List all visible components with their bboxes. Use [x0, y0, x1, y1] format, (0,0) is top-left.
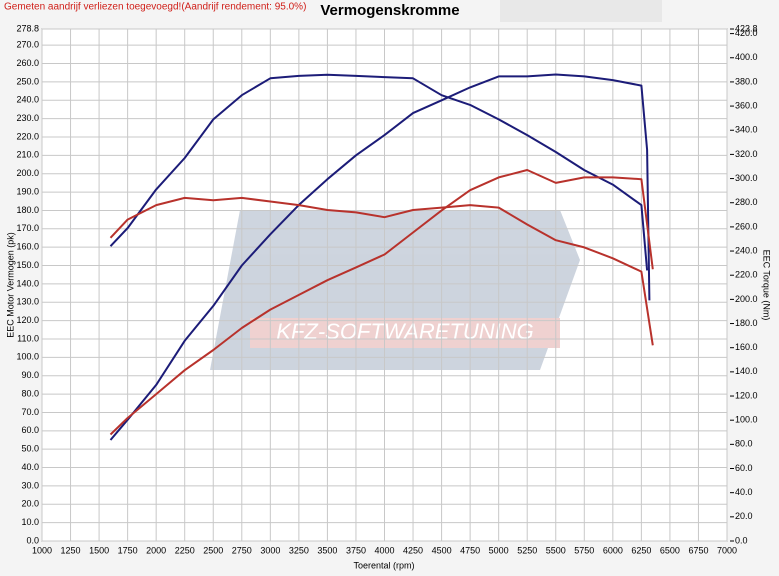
- y2-tick-label: 420.0: [735, 28, 758, 38]
- x-tick-label: 2750: [232, 545, 252, 555]
- y-tick-label: 140.0: [16, 278, 39, 288]
- x-tick-label: 5250: [517, 545, 537, 555]
- y-tick-label: 200.0: [16, 168, 39, 178]
- y-tick-label: 10.0: [21, 517, 39, 527]
- x-tick-label: 7000: [717, 545, 737, 555]
- x-tick-label: 1000: [32, 545, 52, 555]
- y2-tick-label: 260.0: [735, 221, 758, 231]
- y2-tick-label: 40.0: [735, 487, 753, 497]
- y2-tick-label: 423.8: [735, 23, 758, 33]
- x-tick-label: 2250: [175, 545, 195, 555]
- x-tick-label: 6000: [603, 545, 623, 555]
- y2-tick-label: 340.0: [735, 125, 758, 135]
- y2-tick-label: 100.0: [735, 415, 758, 425]
- y2-tick-label: 240.0: [735, 245, 758, 255]
- series-line: [109, 196, 654, 346]
- y2-tick-label: 320.0: [735, 149, 758, 159]
- note: Gemeten aandrijf verliezen toegevoegd!(A…: [4, 2, 306, 13]
- y2-tick-label: 120.0: [735, 390, 758, 400]
- y-tick-label: 210.0: [16, 150, 39, 160]
- y-tick-label: 270.0: [16, 40, 39, 50]
- x-tick-label: 4250: [403, 545, 423, 555]
- y2-tick-label: 160.0: [735, 342, 758, 352]
- y-tick-label: 0.0: [26, 535, 39, 545]
- y-tick-label: 30.0: [21, 480, 39, 490]
- y-tick-label: 170.0: [16, 223, 39, 233]
- y-tick-label: 110.0: [17, 333, 39, 343]
- y-tick-label: 60.0: [21, 425, 39, 435]
- y-axis-label: EEC Motor Vermogen (pk): [5, 232, 15, 338]
- y-tick-label: 230.0: [16, 113, 39, 123]
- x-tick-label: 5750: [574, 545, 594, 555]
- y-tick-label: 90.0: [21, 370, 39, 380]
- y-tick-label: 130.0: [16, 297, 39, 307]
- x-tick-label: 5000: [489, 545, 509, 555]
- series-line: [109, 73, 649, 271]
- y-tick-label: 40.0: [21, 462, 39, 472]
- y2-tick-label: 0.0: [735, 535, 748, 545]
- y2-tick-label: 380.0: [735, 76, 758, 86]
- y2-tick-label: 220.0: [735, 270, 758, 280]
- y2-tick-label: 360.0: [735, 100, 758, 110]
- y-tick-label: 70.0: [21, 407, 39, 417]
- x-tick-label: 3500: [317, 545, 337, 555]
- x-tick-label: 2500: [203, 545, 223, 555]
- y2-tick-label: 280.0: [735, 197, 758, 207]
- x-axis-label: Toerental (rpm): [353, 560, 414, 570]
- y2-tick-label: 60.0: [735, 463, 753, 473]
- y-tick-label: 160.0: [16, 242, 39, 252]
- x-tick-label: 1500: [89, 545, 109, 555]
- y2-tick-label: 20.0: [735, 511, 753, 521]
- y2-tick-label: 180.0: [735, 318, 758, 328]
- x-tick-label: 3000: [260, 545, 280, 555]
- x-tick-label: 1750: [118, 545, 138, 555]
- y2-tick-label: 80.0: [735, 439, 753, 449]
- x-tick-label: 6250: [631, 545, 651, 555]
- y-tick-label: 220.0: [16, 131, 39, 141]
- watermark: KFZ-SOFTWARETUNING: [210, 210, 580, 370]
- header-box: [500, 0, 662, 22]
- y-tick-label: 100.0: [16, 352, 39, 362]
- watermark-text: KFZ-SOFTWARETUNING: [276, 319, 533, 344]
- y2-tick-label: 200.0: [735, 294, 758, 304]
- y2-tick-label: 400.0: [735, 52, 758, 62]
- x-tick-label: 2000: [146, 545, 166, 555]
- y-tick-label: 80.0: [21, 388, 39, 398]
- y2-axis-label: EEC Torque (Nm): [762, 250, 772, 321]
- x-tick-label: 6500: [660, 545, 680, 555]
- y2-tick-label: 140.0: [735, 366, 758, 376]
- y-tick-label: 278.8: [16, 23, 39, 33]
- x-tick-label: 4500: [432, 545, 452, 555]
- x-tick-label: 4000: [374, 545, 394, 555]
- y-tick-label: 150.0: [16, 260, 39, 270]
- y-tick-label: 50.0: [21, 444, 39, 454]
- series-line: [109, 169, 654, 436]
- x-tick-label: 4750: [460, 545, 480, 555]
- y-tick-label: 260.0: [16, 58, 39, 68]
- watermark-band: [250, 318, 560, 348]
- y-tick-label: 250.0: [16, 76, 39, 86]
- x-tick-label: 5500: [546, 545, 566, 555]
- y-tick-label: 120.0: [16, 315, 39, 325]
- y-tick-label: 240.0: [16, 95, 39, 105]
- y2-tick-label: 300.0: [735, 173, 758, 183]
- y-tick-label: 20.0: [21, 499, 39, 509]
- x-tick-label: 3750: [346, 545, 366, 555]
- y-tick-label: 190.0: [16, 186, 39, 196]
- series-line: [109, 73, 651, 441]
- x-tick-label: 3250: [289, 545, 309, 555]
- x-tick-label: 6750: [688, 545, 708, 555]
- watermark-shape: [210, 210, 580, 370]
- y-tick-label: 180.0: [16, 205, 39, 215]
- x-tick-label: 1250: [61, 545, 81, 555]
- chart-title: Vermogenskromme: [320, 2, 459, 19]
